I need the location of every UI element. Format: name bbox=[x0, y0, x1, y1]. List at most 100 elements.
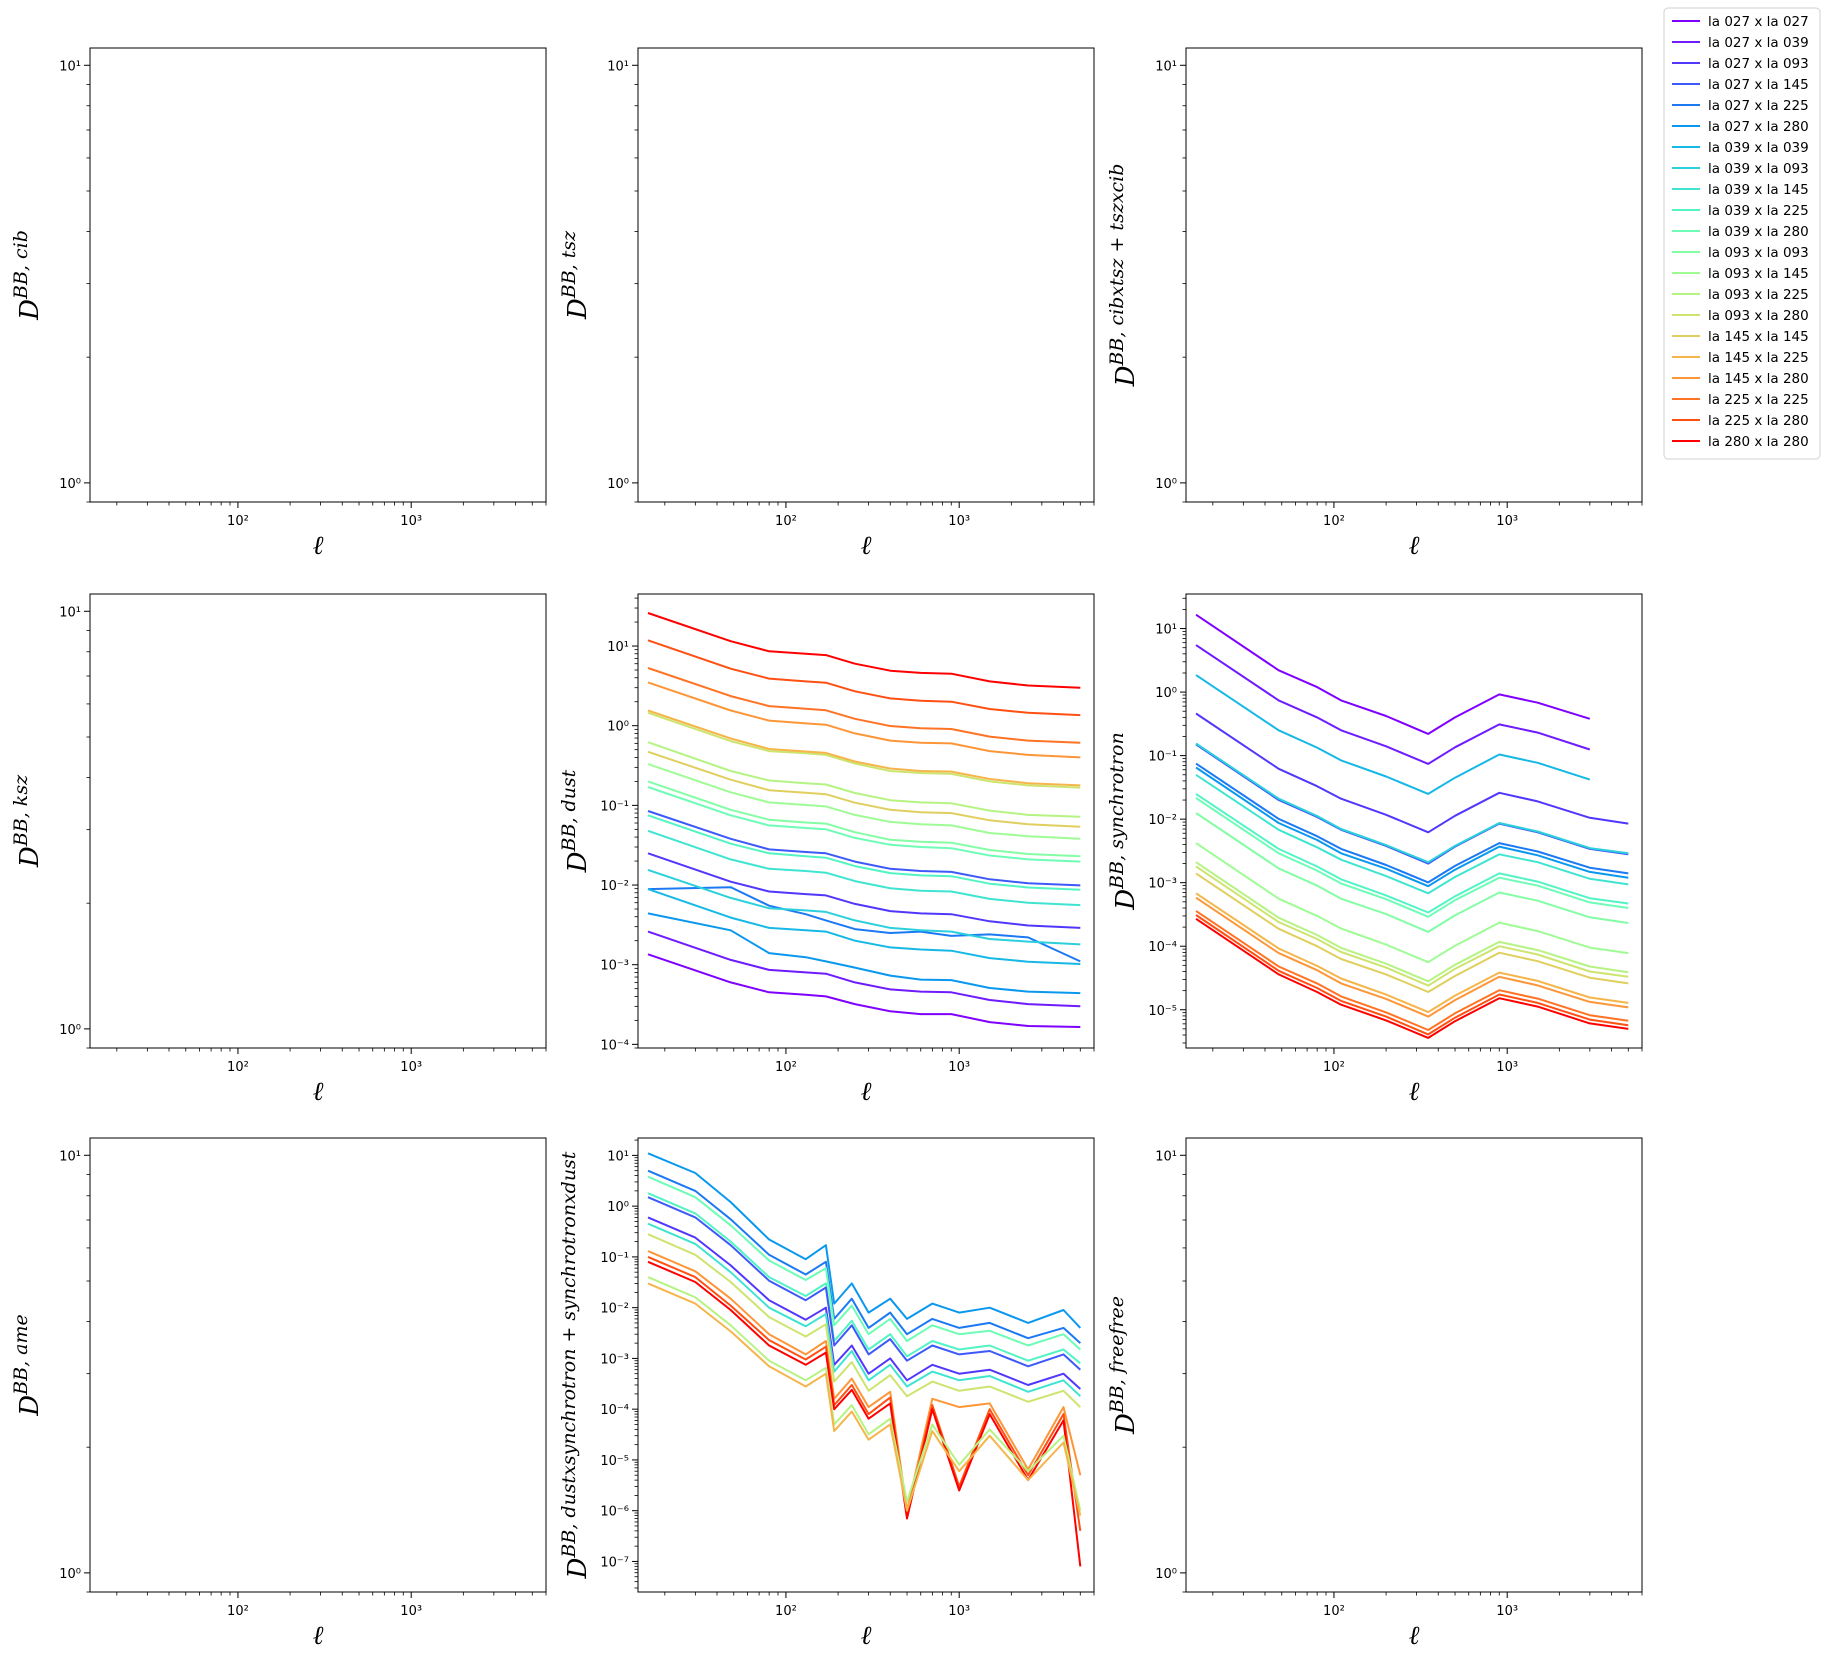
y-axis: 10⁰ 10¹ DBB, freefree bbox=[1106, 1149, 1186, 1593]
x-tick-label: 10³ bbox=[400, 1060, 422, 1075]
legend-label: la 093 x la 093 bbox=[1708, 245, 1809, 261]
series-line bbox=[647, 1216, 1081, 1390]
y-tick-label: 10⁻⁵ bbox=[1148, 1004, 1177, 1019]
y-tick-label: 10⁻⁷ bbox=[600, 1555, 629, 1570]
axes-frame bbox=[1185, 47, 1643, 503]
series-line bbox=[647, 780, 1081, 858]
x-tick-label: 10² bbox=[227, 1060, 249, 1075]
legend-item: la 027 x la 225 bbox=[1672, 98, 1809, 114]
x-tick-label: 10² bbox=[1323, 1060, 1345, 1075]
series-line bbox=[647, 786, 1081, 863]
series-line bbox=[647, 1255, 1082, 1532]
x-tick-label: 10³ bbox=[1496, 1060, 1518, 1075]
y-tick-label: 10⁰ bbox=[1155, 1567, 1177, 1582]
legend-item: la 225 x la 225 bbox=[1672, 392, 1809, 408]
x-tick-label: 10³ bbox=[1496, 514, 1518, 529]
y-tick-label: 10⁰ bbox=[59, 1567, 81, 1582]
y-tick-label: 10⁻⁶ bbox=[600, 1505, 629, 1520]
series-line bbox=[647, 852, 1081, 929]
x-tick-label: 10² bbox=[775, 514, 797, 529]
series-line bbox=[647, 953, 1081, 1028]
x-axis: 10² 10³ ℓ bbox=[116, 502, 547, 561]
y-tick-label: 10⁰ bbox=[59, 477, 81, 492]
legend-label: la 039 x la 039 bbox=[1708, 140, 1809, 156]
series-line bbox=[647, 1260, 1082, 1567]
series-line bbox=[647, 711, 1081, 789]
series-line bbox=[1195, 674, 1591, 795]
series-line bbox=[647, 667, 1081, 744]
y-axis: 10⁰ 10¹ DBB, tsz bbox=[558, 59, 638, 503]
y-axis: 10⁰ 10¹ DBB, ksz bbox=[10, 605, 90, 1049]
y-axis-label: DBB, tsz bbox=[558, 230, 593, 320]
legend-label: la 039 x la 280 bbox=[1708, 224, 1809, 240]
series-line bbox=[647, 930, 1081, 1008]
y-tick-label: 10¹ bbox=[1155, 1149, 1177, 1164]
y-tick-label: 10⁻¹ bbox=[1148, 750, 1177, 765]
panel-tsz: 10² 10³ ℓ 10⁰ 10¹ DBB, tsz bbox=[558, 47, 1095, 561]
series-line bbox=[647, 750, 1081, 828]
y-axis-label: DBB, cib bbox=[10, 230, 45, 321]
panel-cib: 10² 10³ ℓ 10⁰ 10¹ DBB, cib bbox=[10, 47, 547, 561]
y-tick-label: 10⁰ bbox=[1155, 686, 1177, 701]
series-line bbox=[647, 1282, 1082, 1516]
y-axis: 10⁰ 10¹ DBB, cib bbox=[10, 59, 90, 503]
y-tick-label: 10⁰ bbox=[607, 477, 629, 492]
series-line bbox=[647, 1222, 1081, 1397]
legend-item: la 039 x la 280 bbox=[1672, 224, 1809, 240]
x-axis: 10² 10³ ℓ bbox=[116, 1048, 547, 1107]
legend-item: la 093 x la 145 bbox=[1672, 266, 1809, 282]
panel-ksz: 10² 10³ ℓ 10⁰ 10¹ DBB, ksz bbox=[10, 593, 547, 1107]
legend-item: la 039 x la 145 bbox=[1672, 182, 1809, 198]
series-line bbox=[1195, 712, 1629, 834]
y-tick-label: 10¹ bbox=[1155, 59, 1177, 74]
y-tick-label: 10⁰ bbox=[1155, 477, 1177, 492]
legend-item: la 027 x la 093 bbox=[1672, 56, 1809, 72]
axes-frame bbox=[1185, 593, 1643, 1049]
legend-item: la 039 x la 225 bbox=[1672, 203, 1809, 219]
y-axis-label: DBB, freefree bbox=[1106, 1296, 1141, 1435]
legend-item: la 225 x la 280 bbox=[1672, 413, 1809, 429]
legend-label: la 093 x la 145 bbox=[1708, 266, 1809, 282]
y-tick-label: 10⁻⁵ bbox=[600, 1454, 629, 1469]
y-axis-label: DBB, dust bbox=[558, 769, 593, 873]
series-line bbox=[647, 829, 1081, 907]
y-axis: 10⁻⁷ 10⁻⁶ 10⁻⁵ 10⁻⁴ 10⁻³ 10⁻² 10⁻¹ 10⁰ 10¹ DBB, d… bbox=[558, 1139, 638, 1589]
series-line bbox=[1195, 865, 1629, 987]
x-tick-label: 10³ bbox=[948, 1604, 970, 1619]
x-tick-label: 10² bbox=[1323, 514, 1345, 529]
y-tick-label: 10⁻⁴ bbox=[1148, 940, 1177, 955]
y-axis-label: DBB, cibxtsz + tszxcib bbox=[1106, 164, 1141, 388]
series-line bbox=[647, 763, 1081, 840]
axes-frame bbox=[637, 593, 1095, 1049]
legend-item: la 027 x la 280 bbox=[1672, 119, 1809, 135]
series-line bbox=[647, 1196, 1081, 1371]
series-line bbox=[647, 1233, 1081, 1408]
y-axis-label: DBB, ame bbox=[10, 1314, 45, 1416]
legend-label: la 039 x la 093 bbox=[1708, 161, 1809, 177]
y-axis: 10⁰ 10¹ DBB, cibxtsz + tszxcib bbox=[1106, 59, 1186, 503]
series-line bbox=[1195, 917, 1629, 1039]
series-line bbox=[647, 741, 1081, 818]
legend-label: la 225 x la 280 bbox=[1708, 413, 1809, 429]
panel-ame: 10² 10³ ℓ 10⁰ 10¹ DBB, ame bbox=[10, 1137, 547, 1651]
x-axis-label: ℓ bbox=[861, 1077, 872, 1107]
x-axis-label: ℓ bbox=[1409, 1077, 1420, 1107]
y-tick-label: 10¹ bbox=[59, 1149, 81, 1164]
series-line bbox=[647, 1276, 1082, 1511]
x-tick-label: 10² bbox=[227, 1604, 249, 1619]
y-tick-label: 10⁻⁴ bbox=[600, 1038, 629, 1053]
y-tick-label: 10¹ bbox=[607, 640, 629, 655]
y-tick-label: 10⁻² bbox=[600, 879, 629, 894]
y-axis: 10⁰ 10¹ DBB, ame bbox=[10, 1149, 90, 1593]
series-line bbox=[1195, 910, 1629, 1031]
y-tick-label: 10⁰ bbox=[607, 1200, 629, 1215]
legend-label: la 225 x la 225 bbox=[1708, 392, 1809, 408]
x-axis: 10² 10³ ℓ bbox=[664, 1592, 1095, 1651]
x-tick-label: 10³ bbox=[400, 1604, 422, 1619]
x-tick-label: 10² bbox=[227, 514, 249, 529]
series-line bbox=[647, 681, 1081, 759]
legend-item: la 027 x la 145 bbox=[1672, 77, 1809, 93]
series-line bbox=[647, 912, 1081, 995]
x-axis: 10² 10³ ℓ bbox=[664, 1048, 1095, 1107]
